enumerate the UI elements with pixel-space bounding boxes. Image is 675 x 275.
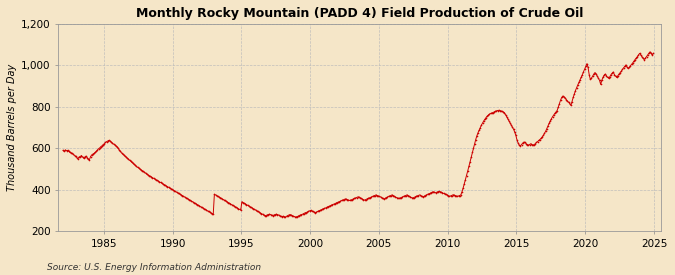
Y-axis label: Thousand Barrels per Day: Thousand Barrels per Day — [7, 64, 17, 191]
Text: Source: U.S. Energy Information Administration: Source: U.S. Energy Information Administ… — [47, 263, 261, 272]
Title: Monthly Rocky Mountain (PADD 4) Field Production of Crude Oil: Monthly Rocky Mountain (PADD 4) Field Pr… — [136, 7, 583, 20]
